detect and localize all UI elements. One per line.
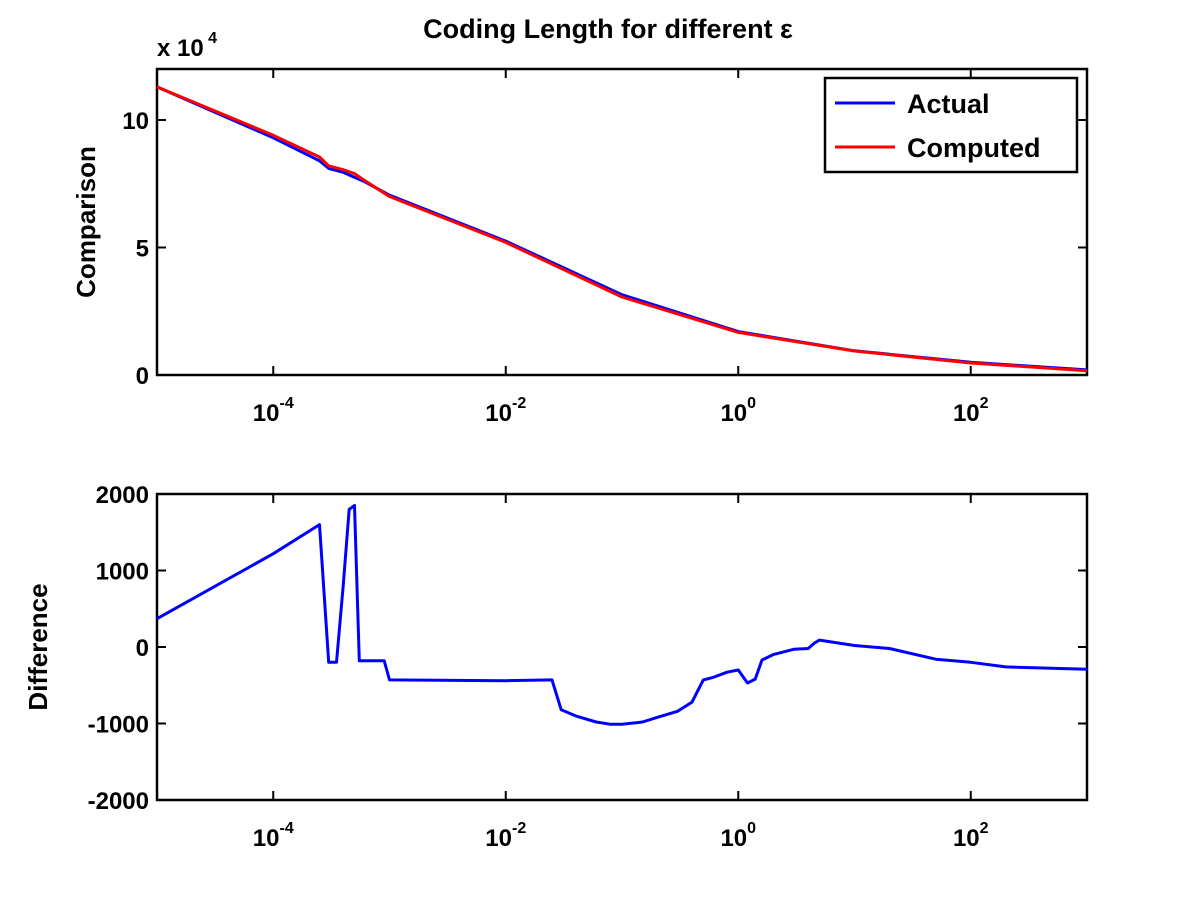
comparison-x-tick-exponent: 0	[747, 395, 756, 412]
difference-x-tick-label: 100	[720, 820, 756, 852]
comparison-lines	[156, 85, 1088, 373]
comparison-y-tick-label: 10	[122, 108, 149, 135]
difference-y-axis-label: Difference	[23, 583, 53, 710]
comparison-x-tick-base: 10	[720, 400, 747, 427]
difference-x-tick-label: 102	[953, 820, 989, 852]
legend-computed-label: Computed	[907, 133, 1040, 163]
y-multiplier-base: x 10	[157, 35, 204, 62]
difference-plot-area	[155, 492, 1089, 802]
difference-lines	[156, 504, 1088, 726]
comparison-x-tick-base: 10	[253, 400, 280, 427]
difference-x-tick-label: 10-4	[253, 820, 294, 852]
difference-x-tick-exponent: 0	[747, 820, 756, 837]
difference-x-tick-exponent: -4	[279, 820, 293, 837]
comparison-y-tick-label: 5	[136, 236, 149, 263]
comparison-x-tick-label: 100	[720, 395, 756, 427]
difference-y-tick-label: 0	[136, 635, 149, 662]
difference-x-tick-base: 10	[253, 825, 280, 852]
comparison-x-tick-base: 10	[953, 400, 980, 427]
difference-y-tick-label: -1000	[88, 712, 149, 739]
comparison-x-tick-label: 102	[953, 395, 989, 427]
legend-box	[823, 76, 1079, 174]
difference-series-line-0	[156, 504, 1088, 726]
difference-x-tick-base: 10	[953, 825, 980, 852]
comparison-x-tick-label: 10-4	[253, 395, 294, 427]
comparison-x-tick-exponent: 2	[980, 395, 989, 412]
difference-x-tick-base: 10	[720, 825, 747, 852]
y-multiplier-exponent: 4	[208, 30, 217, 47]
difference-x-tick-exponent: 2	[980, 820, 989, 837]
chart-title: Coding Length for different ε	[423, 14, 793, 44]
y-multiplier-label: x 10 4	[157, 30, 217, 62]
legend-actual-label: Actual	[907, 89, 990, 119]
comparison-x-tick-exponent: -4	[279, 395, 293, 412]
comparison-x-tick-exponent: -2	[512, 395, 526, 412]
comparison-y-tick-label: 0	[136, 363, 149, 390]
comparison-x-tick-base: 10	[485, 400, 512, 427]
difference-y-tick-label: 1000	[96, 559, 149, 586]
difference-x-tick-exponent: -2	[512, 820, 526, 837]
difference-y-tick-label: -2000	[88, 788, 149, 815]
difference-x-tick-label: 10-2	[485, 820, 526, 852]
comparison-y-axis-label: Comparison	[71, 146, 101, 298]
difference-y-tick-label: 2000	[96, 482, 149, 509]
comparison-series-line-computed	[156, 85, 1088, 373]
difference-x-tick-base: 10	[485, 825, 512, 852]
comparison-x-tick-label: 10-2	[485, 395, 526, 427]
legend: Actual Computed	[823, 76, 1079, 174]
